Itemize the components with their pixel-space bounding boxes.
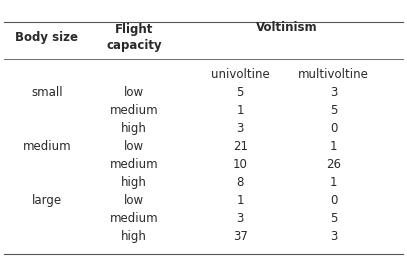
Text: 1: 1 (236, 194, 244, 207)
Text: 5: 5 (330, 104, 337, 117)
Text: univoltine: univoltine (211, 68, 269, 81)
Text: small: small (31, 86, 63, 99)
Text: 5: 5 (330, 212, 337, 225)
Text: 0: 0 (330, 194, 337, 207)
Text: low: low (124, 194, 144, 207)
Text: 3: 3 (330, 230, 337, 243)
Text: medium: medium (110, 104, 159, 117)
Text: 0: 0 (330, 122, 337, 135)
Text: 21: 21 (233, 140, 247, 153)
Text: 3: 3 (330, 86, 337, 99)
Text: high: high (121, 122, 147, 135)
Text: multivoltine: multivoltine (298, 68, 369, 81)
Text: 5: 5 (236, 86, 244, 99)
Text: Flight
capacity: Flight capacity (107, 23, 162, 52)
Text: 37: 37 (233, 230, 247, 243)
Text: high: high (121, 230, 147, 243)
Text: 1: 1 (330, 140, 337, 153)
Text: 3: 3 (236, 122, 244, 135)
Text: 26: 26 (326, 158, 341, 171)
Text: 3: 3 (236, 212, 244, 225)
Text: 1: 1 (236, 104, 244, 117)
Text: 8: 8 (236, 176, 244, 189)
Text: high: high (121, 176, 147, 189)
Text: 10: 10 (233, 158, 247, 171)
Text: medium: medium (110, 158, 159, 171)
Text: 1: 1 (330, 176, 337, 189)
Text: medium: medium (110, 212, 159, 225)
Text: Body size: Body size (15, 31, 78, 44)
Text: low: low (124, 86, 144, 99)
Text: low: low (124, 140, 144, 153)
Text: Voltinism: Voltinism (256, 21, 318, 34)
Text: medium: medium (22, 140, 71, 153)
Text: large: large (32, 194, 62, 207)
